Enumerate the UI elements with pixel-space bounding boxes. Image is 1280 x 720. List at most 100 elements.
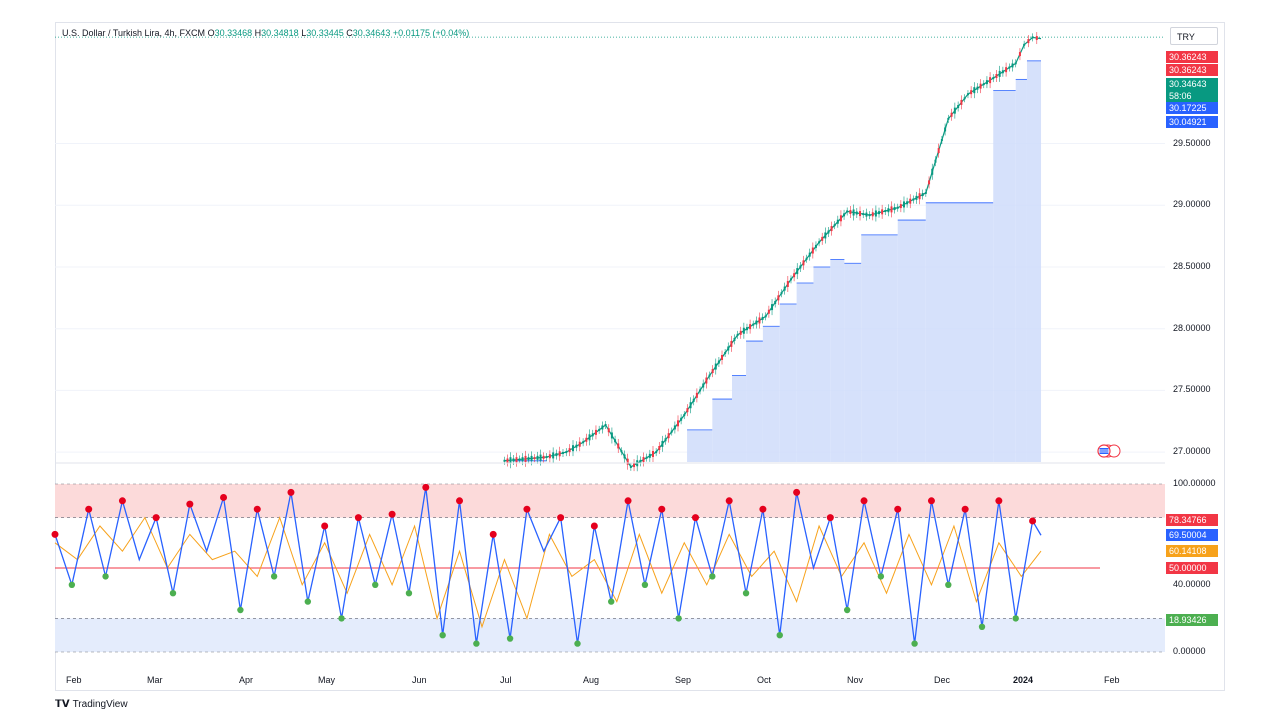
candle-body <box>918 193 921 200</box>
candle-body <box>604 423 607 426</box>
rsi-overbought-dot <box>489 530 497 538</box>
candle-body <box>976 86 979 90</box>
rsi-oversold-dot <box>439 632 446 639</box>
stair-area <box>762 326 780 462</box>
rsi-oversold-dot <box>776 632 783 639</box>
candle-body <box>874 210 877 217</box>
candle-body <box>607 428 610 433</box>
candle-body <box>598 428 601 431</box>
candle-body <box>771 304 774 311</box>
candle-body <box>881 209 884 215</box>
price-tick-label: 28.00000 <box>1173 322 1211 333</box>
candle-body <box>928 180 931 185</box>
candle-body <box>620 450 623 453</box>
candle-body <box>966 93 969 96</box>
rsi-oversold-dot <box>574 640 581 647</box>
candle-body <box>777 295 780 301</box>
rsi-overbought-dot <box>354 514 362 522</box>
candle-body <box>937 148 940 154</box>
rsi-oversold-dot <box>641 581 649 588</box>
chart-frame <box>55 22 1225 691</box>
stair-area <box>779 304 797 462</box>
stair-area <box>813 266 831 462</box>
symbol-legend[interactable]: U.S. Dollar / Turkish Lira, 4h, FXCM O30… <box>62 28 470 38</box>
x-axis-label: Sep <box>675 675 692 685</box>
candle-body <box>642 457 645 463</box>
candle-body <box>524 455 527 462</box>
candle-body <box>865 212 868 217</box>
candle-body <box>530 455 533 461</box>
candle-body <box>736 333 739 336</box>
candle-body <box>761 316 764 320</box>
rsi-axis-tag: 69.50004 <box>1166 529 1218 541</box>
candle-body <box>878 211 881 215</box>
candle-body <box>1001 70 1004 74</box>
rsi-oversold-dot <box>978 623 986 630</box>
candle-body <box>585 437 588 442</box>
candle-body <box>673 425 676 430</box>
rsi-oversold-dot <box>338 615 345 622</box>
candle-body <box>887 208 890 213</box>
rsi-tick-label: 100.00000 <box>1173 478 1216 488</box>
price-tick-label: 27.50000 <box>1173 384 1211 395</box>
candle-body <box>1035 36 1038 41</box>
price-axis-tag: 58:06 <box>1166 90 1218 102</box>
candle-body <box>614 439 617 443</box>
candle-body <box>506 458 509 463</box>
candle-body <box>565 451 568 454</box>
rsi-oversold-dot <box>877 573 885 580</box>
candle-body <box>906 201 909 205</box>
rsi-main-line <box>54 487 1042 644</box>
candle-body <box>745 327 748 331</box>
tradingview-logo[interactable]: 𝗧𝗩 TradingView <box>55 699 128 710</box>
candle-body <box>995 74 998 79</box>
candle-body <box>555 453 558 457</box>
candle-body <box>661 440 664 447</box>
price-axis-tag: 30.36243 <box>1166 51 1218 63</box>
currency-button[interactable]: TRY <box>1170 27 1218 45</box>
candle-body <box>1005 67 1008 73</box>
candle-body <box>982 83 985 86</box>
rsi-oversold-dot <box>270 573 278 580</box>
candle-body <box>521 457 524 462</box>
candle-body <box>947 117 950 120</box>
candle-body <box>680 417 683 421</box>
candle-body <box>912 198 915 201</box>
rsi-overbought-dot <box>287 488 295 496</box>
candle-body <box>843 213 846 217</box>
rsi-overbought-dot <box>456 497 464 505</box>
candle-body <box>805 257 808 260</box>
x-axis-label: Nov <box>847 675 864 685</box>
rsi-oversold-dot <box>102 573 109 580</box>
rsi-oversold-dot <box>1012 615 1019 622</box>
candle-body <box>852 209 855 216</box>
rsi-overbought-dot <box>557 514 565 522</box>
candle-body <box>814 244 817 248</box>
candle-body <box>808 252 811 257</box>
rsi-overbought-dot <box>523 505 531 513</box>
candle-body <box>1018 52 1021 57</box>
candle-body <box>568 448 571 453</box>
candle-body <box>677 420 680 427</box>
candle-body <box>1031 36 1034 39</box>
rsi-oversold-dot <box>742 590 750 597</box>
candle-body <box>582 441 585 444</box>
rsi-overbought-dot <box>51 530 59 538</box>
rsi-signal-line <box>54 516 1042 629</box>
rsi-overbought-dot <box>658 505 666 513</box>
candle-body <box>527 457 530 461</box>
rsi-overbought-dot <box>725 497 733 505</box>
candle-body <box>783 286 786 291</box>
candle-body <box>830 226 833 232</box>
stair-area <box>993 90 1016 462</box>
stair-area <box>830 259 845 462</box>
rsi-overbought-dot <box>152 514 160 522</box>
candle-body <box>617 443 620 449</box>
candle-body <box>610 432 613 439</box>
price-axis-tag: 30.34643 <box>1166 78 1218 90</box>
rsi-overbought-dot <box>927 497 935 505</box>
candle-body <box>915 195 918 200</box>
candle-body <box>533 457 536 460</box>
candle-body <box>683 414 686 417</box>
